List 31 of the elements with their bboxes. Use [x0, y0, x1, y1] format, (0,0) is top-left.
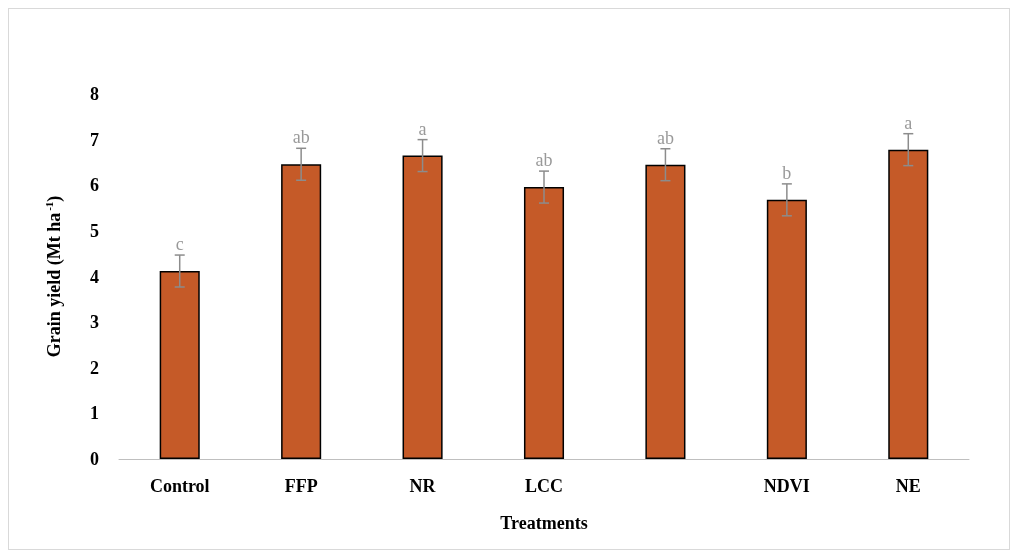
- x-tick-label: NDVI: [763, 476, 810, 496]
- x-tick-label: NR: [409, 476, 437, 496]
- y-tick-label: 7: [90, 129, 99, 150]
- x-tick-label: Control: [149, 476, 210, 496]
- y-tick-label: 0: [90, 449, 99, 469]
- bar: [766, 199, 807, 459]
- bar: [645, 164, 686, 459]
- y-tick-label: 2: [90, 357, 99, 378]
- y-tick-label: 4: [90, 266, 99, 287]
- annotation: c: [175, 234, 184, 255]
- annotation: a: [904, 112, 913, 133]
- y-axis-title: Grain yield (Mt ha-1): [42, 195, 65, 358]
- y-tick-label: 6: [90, 175, 99, 196]
- x-tick-label: FFP: [284, 476, 318, 496]
- bar: [159, 271, 200, 459]
- annotation: a: [418, 118, 427, 139]
- annotation: b: [782, 162, 792, 183]
- y-tick-label: 1: [90, 403, 99, 424]
- x-tick-label: NE: [895, 476, 921, 496]
- annotation: ab: [535, 150, 553, 171]
- bar: [888, 149, 929, 459]
- bar: [523, 187, 565, 459]
- y-tick-label: 8: [90, 84, 99, 104]
- annotation: ab: [656, 127, 674, 148]
- bar: [402, 155, 443, 459]
- y-tick-label: 3: [90, 312, 99, 333]
- bar: [281, 164, 322, 459]
- x-axis-title: Treatments: [500, 513, 588, 533]
- annotation: ab: [292, 127, 310, 148]
- x-tick-label: LCC: [524, 476, 564, 496]
- y-tick-label: 5: [90, 220, 99, 241]
